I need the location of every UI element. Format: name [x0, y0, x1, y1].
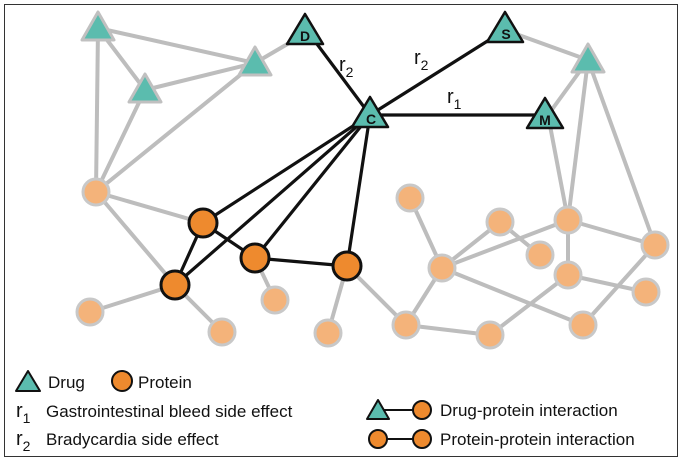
drug-node-s	[485, 10, 525, 44]
legend-drug-label: Drug	[48, 373, 85, 392]
drug-node-d	[285, 12, 325, 46]
protein-node	[631, 277, 661, 307]
edge-drug-drug	[96, 26, 257, 65]
drug-node-m	[525, 96, 565, 130]
legend-protein-label: Protein	[138, 373, 192, 392]
legend-r1-symbol: r1	[16, 400, 31, 426]
legend-ppi-protein-icon-b	[412, 429, 432, 449]
edge-drug-protein	[94, 61, 257, 194]
protein-node-highlight	[187, 207, 219, 239]
drug-label-c: C	[366, 111, 376, 127]
edge-drug-drug	[143, 61, 257, 92]
highlight-proteins	[159, 207, 363, 301]
protein-node	[313, 318, 343, 348]
legend-r2-text: Bradycardia side effect	[46, 430, 219, 449]
legend-ppi-protein-icon-a	[368, 429, 388, 449]
legend-dpi-label: Drug-protein interaction	[440, 401, 618, 420]
edge-label-r2-dc: r2	[339, 54, 354, 80]
drug-label-d: D	[300, 28, 310, 44]
protein-node	[553, 260, 583, 290]
edge-protein-protein	[440, 218, 570, 270]
protein-node	[391, 310, 421, 340]
protein-node	[75, 297, 105, 327]
edge-drug-protein-highlight	[201, 113, 372, 225]
legend-dpi-drug-icon	[366, 399, 390, 420]
protein-node	[207, 317, 237, 347]
legend-ppi-label: Protein-protein interaction	[440, 430, 635, 449]
protein-node	[525, 240, 555, 270]
drug-node	[570, 42, 606, 74]
legend-dpi-protein-icon	[412, 400, 432, 420]
legend-r1-text: Gastrointestinal bleed side effect	[46, 402, 293, 421]
protein-node-highlight	[331, 250, 363, 282]
edge-drug-protein-highlight	[253, 113, 372, 260]
protein-node	[475, 320, 505, 350]
edge-protein-protein	[566, 218, 657, 247]
protein-node	[427, 253, 457, 283]
legend-protein-icon	[111, 370, 133, 392]
edge-drug-protein	[566, 58, 590, 222]
edge-drug-protein-highlight	[173, 113, 372, 287]
edge-label-r2-sc: r2	[414, 47, 429, 73]
highlight-edges	[173, 28, 550, 287]
drug-node	[80, 10, 116, 42]
protein-node-highlight	[239, 242, 271, 274]
protein-node-highlight	[159, 269, 191, 301]
edge-drug-protein	[94, 26, 100, 194]
drug-label-s: S	[501, 26, 510, 42]
labeled-drugs	[285, 10, 565, 130]
protein-node	[485, 207, 515, 237]
drug-node-c	[350, 95, 390, 129]
protein-node	[568, 310, 598, 340]
edge-drug-protein	[546, 113, 570, 222]
drug-node	[237, 45, 273, 77]
edge-protein-protein	[440, 266, 585, 327]
edge-protein-protein	[488, 273, 570, 337]
drug-node	[127, 72, 163, 104]
edge-drug-protein-highlight	[345, 113, 372, 268]
edge-protein-protein	[94, 190, 205, 225]
protein-node	[81, 177, 111, 207]
muted-drugs	[80, 10, 606, 104]
edge-drug-protein	[586, 58, 657, 247]
protein-node	[640, 230, 670, 260]
protein-node	[260, 285, 290, 315]
edge-side-effect-r2-s	[368, 28, 507, 117]
edge-side-effect-r2-d	[306, 30, 372, 117]
edge-protein-protein	[581, 243, 657, 327]
edge-label-r1-cm: r1	[447, 86, 462, 112]
legend-r2-symbol: r2	[16, 428, 31, 454]
drug-label-m: M	[539, 112, 551, 128]
legend: Drug Protein r1 Gastrointestinal bleed s…	[15, 370, 635, 454]
edge-protein-protein	[94, 190, 177, 287]
edge-drug-protein	[94, 88, 147, 194]
protein-node	[395, 183, 425, 213]
legend-drug-icon	[15, 370, 41, 392]
protein-node	[553, 205, 583, 235]
muted-proteins	[75, 177, 670, 350]
